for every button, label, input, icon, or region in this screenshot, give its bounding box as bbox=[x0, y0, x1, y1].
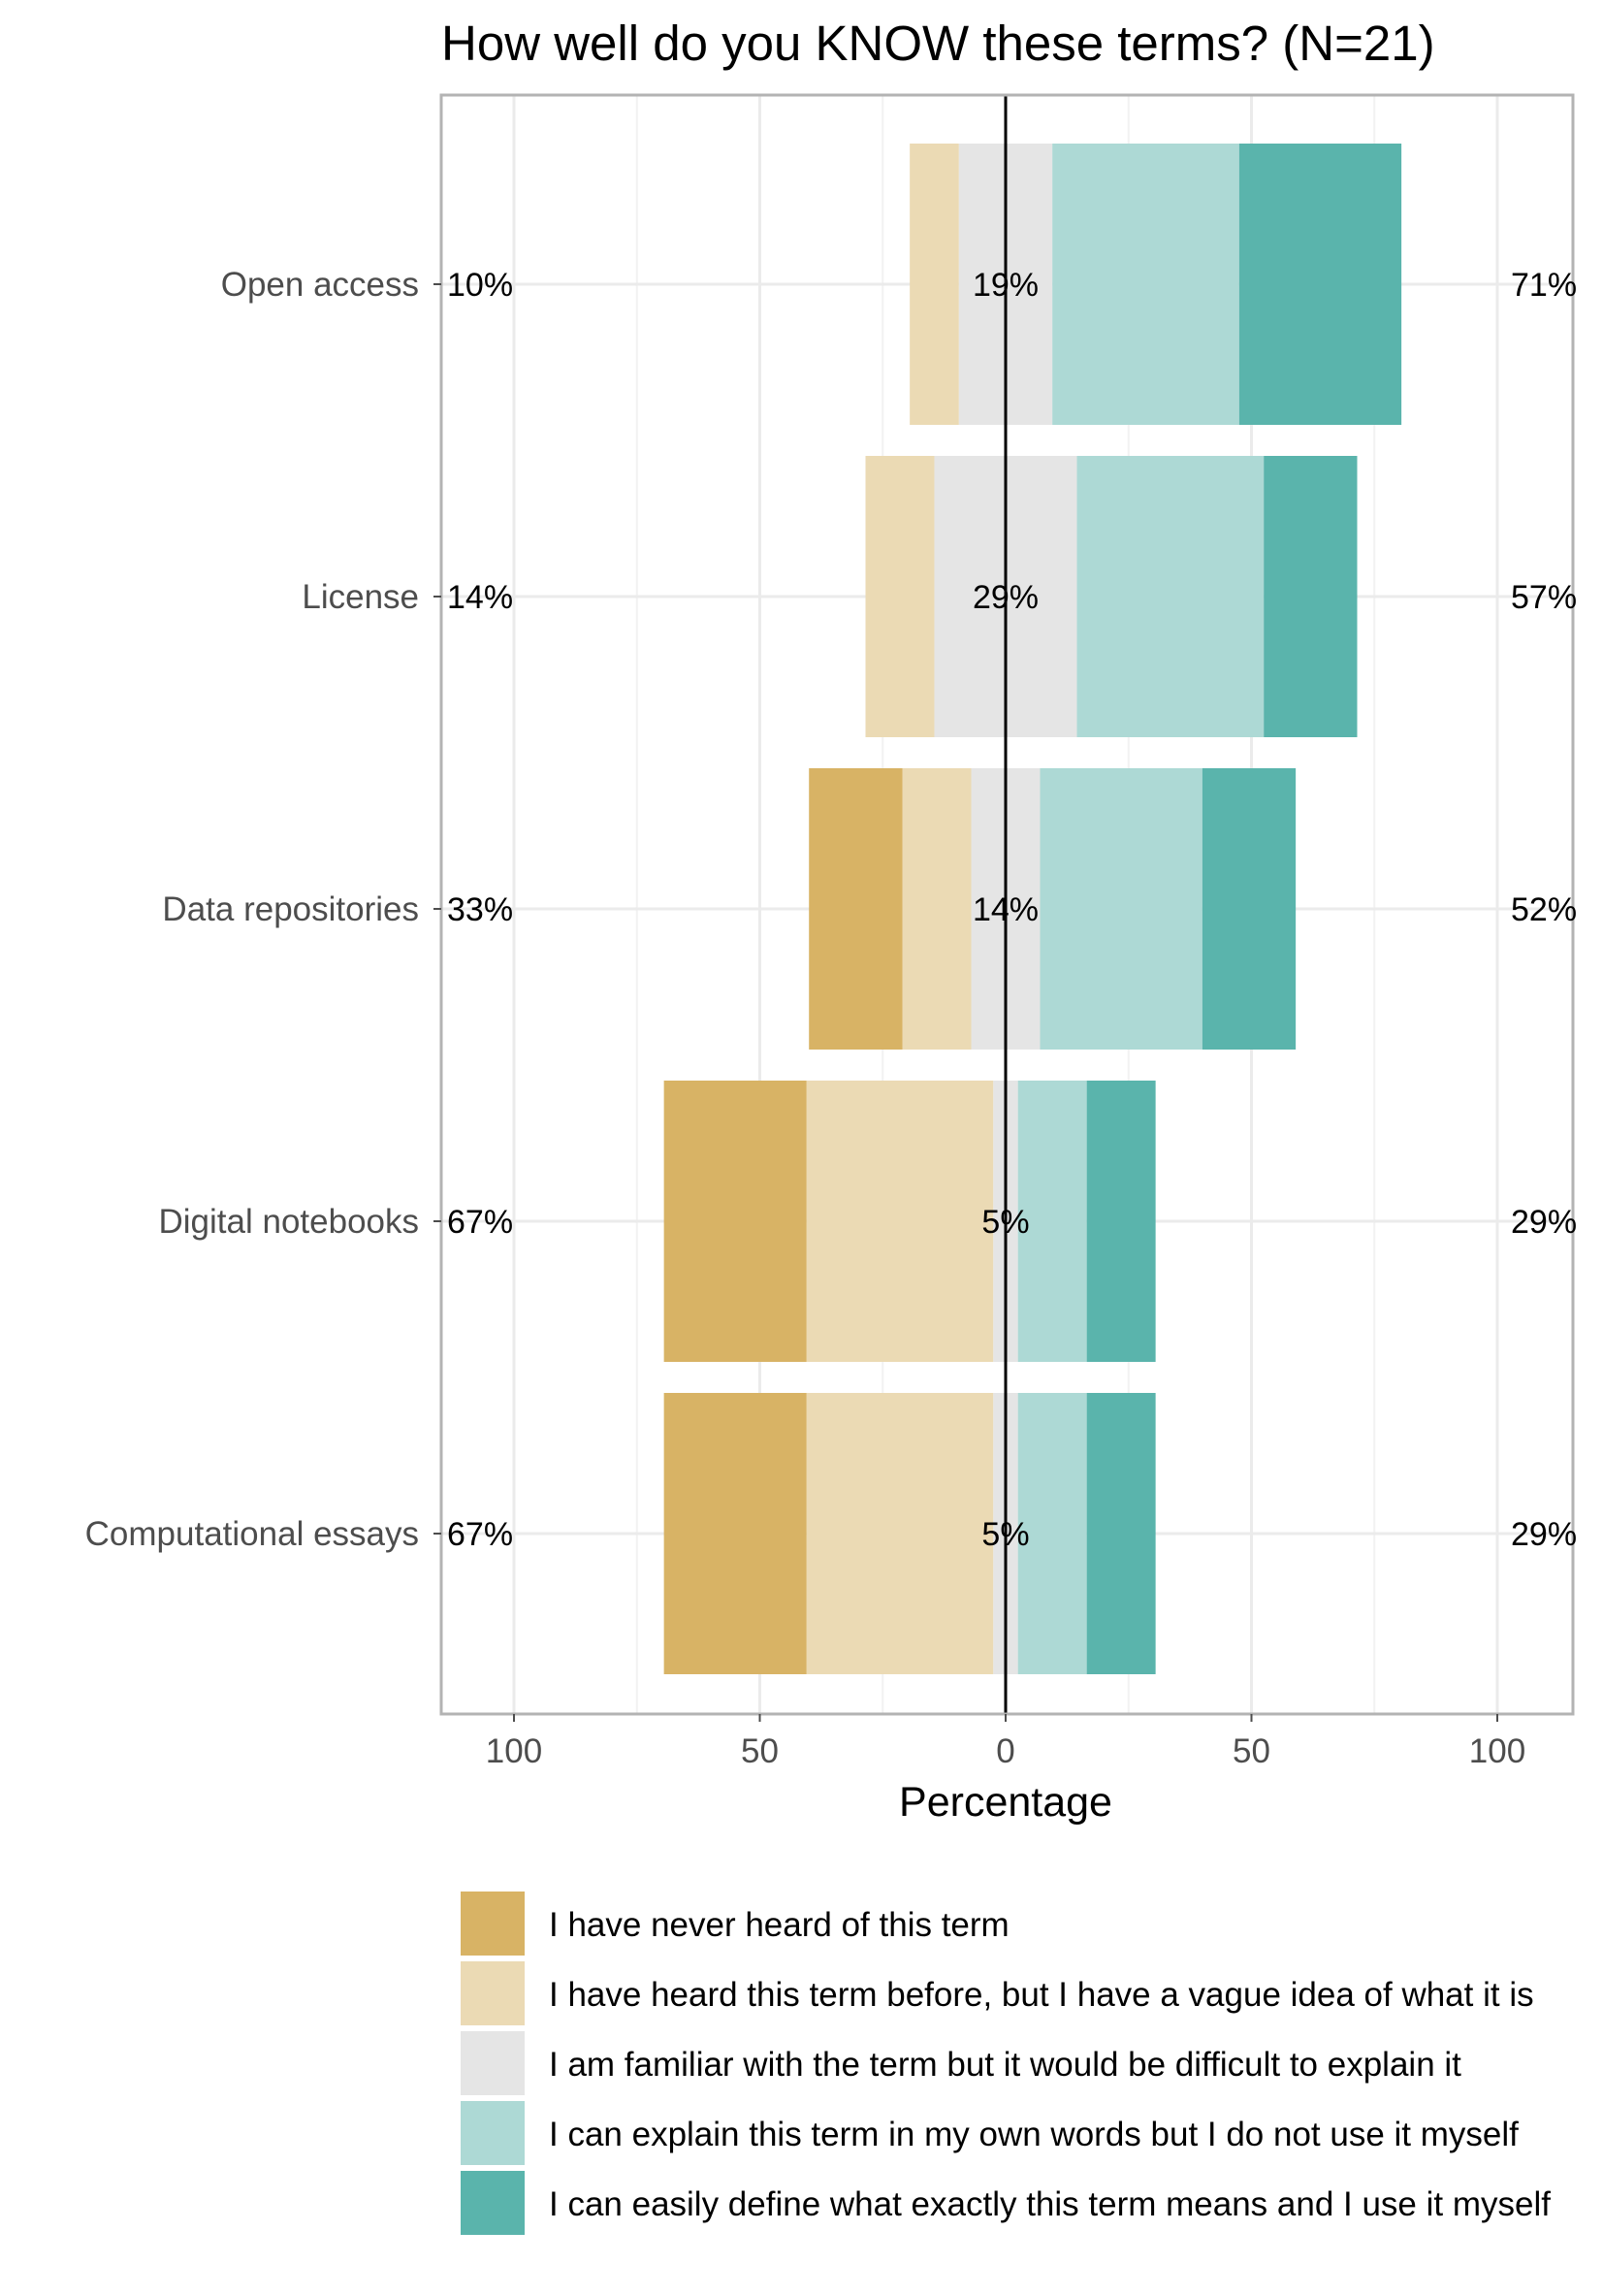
x-tick-label: 0 bbox=[996, 1732, 1014, 1770]
bar-segment bbox=[663, 1393, 807, 1674]
left-percent-label: 14% bbox=[447, 579, 513, 616]
bar-segment bbox=[865, 456, 935, 737]
left-percent-label: 67% bbox=[447, 1204, 513, 1241]
bar-segment bbox=[1040, 768, 1202, 1050]
center-percent-label: 29% bbox=[973, 579, 1039, 616]
bar-segment bbox=[1086, 1393, 1156, 1674]
right-percent-label: 71% bbox=[1511, 267, 1577, 304]
center-percent-label: 5% bbox=[981, 1516, 1029, 1553]
data-labels: 10% 19% 71% 14% 29% 57% 33% 14% 52% 67% 5% 29% 67% 5%… bbox=[447, 267, 1577, 1553]
bar-segment bbox=[1202, 768, 1297, 1050]
legend-swatch bbox=[461, 2101, 525, 2165]
x-axis-title: Percentage bbox=[899, 1779, 1112, 1826]
left-percent-label: 10% bbox=[447, 267, 513, 304]
category-label: Computational essays bbox=[85, 1515, 419, 1553]
bars bbox=[439, 93, 1575, 1716]
x-axis: 100 50 0 50 100 bbox=[486, 1714, 1525, 1770]
legend-label: I have never heard of this term bbox=[549, 1906, 1010, 1944]
plot-border bbox=[439, 93, 1575, 1716]
right-percent-label: 29% bbox=[1511, 1516, 1577, 1553]
chart-title: How well do you KNOW these terms? (N=21) bbox=[441, 16, 1435, 71]
category-label: Open access bbox=[221, 266, 419, 304]
right-percent-label: 57% bbox=[1511, 579, 1577, 616]
left-percent-label: 33% bbox=[447, 891, 513, 928]
bar-segment bbox=[663, 1081, 807, 1362]
bar-segment bbox=[1238, 144, 1402, 425]
bar-segment bbox=[1052, 144, 1239, 425]
bar-segment bbox=[809, 768, 903, 1050]
bar-segment bbox=[1017, 1393, 1087, 1674]
x-tick-label: 100 bbox=[1469, 1732, 1525, 1770]
right-percent-label: 52% bbox=[1511, 891, 1577, 928]
category-label: License bbox=[302, 578, 419, 616]
bar-segment bbox=[1017, 1081, 1087, 1362]
legend-swatch bbox=[461, 2031, 525, 2095]
category-label: Data repositories bbox=[162, 890, 419, 928]
right-percent-label: 29% bbox=[1511, 1204, 1577, 1241]
x-tick-label: 50 bbox=[741, 1732, 779, 1770]
center-percent-label: 14% bbox=[973, 891, 1039, 928]
bar-segment bbox=[806, 1393, 994, 1674]
left-percent-label: 67% bbox=[447, 1516, 513, 1553]
bar-segment bbox=[910, 144, 959, 425]
bar-segment bbox=[902, 768, 972, 1050]
legend: I have never heard of this term I have he… bbox=[461, 1892, 1551, 2235]
legend-label: I can easily define what exactly this te… bbox=[549, 2185, 1551, 2223]
bar-segment bbox=[1086, 1081, 1156, 1362]
center-percent-label: 5% bbox=[981, 1204, 1029, 1241]
legend-swatch bbox=[461, 2171, 525, 2235]
bar-segment bbox=[806, 1081, 994, 1362]
x-tick-label: 50 bbox=[1233, 1732, 1270, 1770]
bar-segment bbox=[1264, 456, 1358, 737]
legend-label: I can explain this term in my own words … bbox=[549, 2116, 1519, 2153]
bar-segment bbox=[1076, 456, 1265, 737]
legend-label: I have heard this term before, but I hav… bbox=[549, 1976, 1534, 2014]
legend-swatch bbox=[461, 1961, 525, 2025]
category-labels: Open access License Data repositories Digit… bbox=[85, 266, 441, 1553]
legend-swatch bbox=[461, 1892, 525, 1956]
category-label: Digital notebooks bbox=[159, 1203, 420, 1241]
legend-label: I am familiar with the term but it would… bbox=[549, 2046, 1461, 2084]
x-tick-label: 100 bbox=[486, 1732, 542, 1770]
center-percent-label: 19% bbox=[973, 267, 1039, 304]
